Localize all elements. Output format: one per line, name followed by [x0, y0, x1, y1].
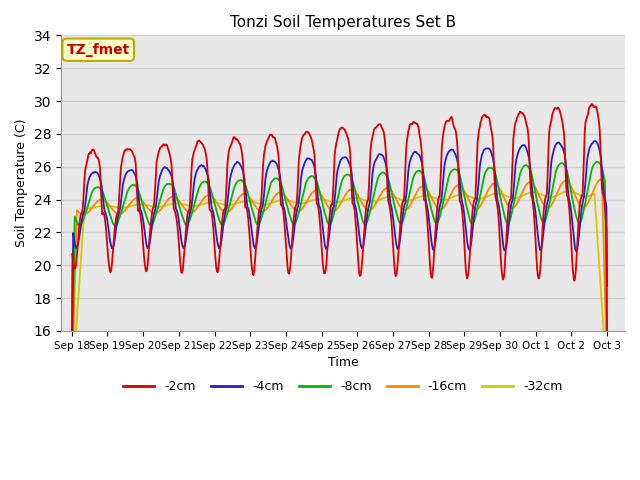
Legend: -2cm, -4cm, -8cm, -16cm, -32cm: -2cm, -4cm, -8cm, -16cm, -32cm: [118, 375, 568, 398]
X-axis label: Time: Time: [328, 356, 358, 369]
Title: Tonzi Soil Temperatures Set B: Tonzi Soil Temperatures Set B: [230, 15, 456, 30]
Y-axis label: Soil Temperature (C): Soil Temperature (C): [15, 119, 28, 247]
Text: TZ_fmet: TZ_fmet: [67, 43, 130, 57]
